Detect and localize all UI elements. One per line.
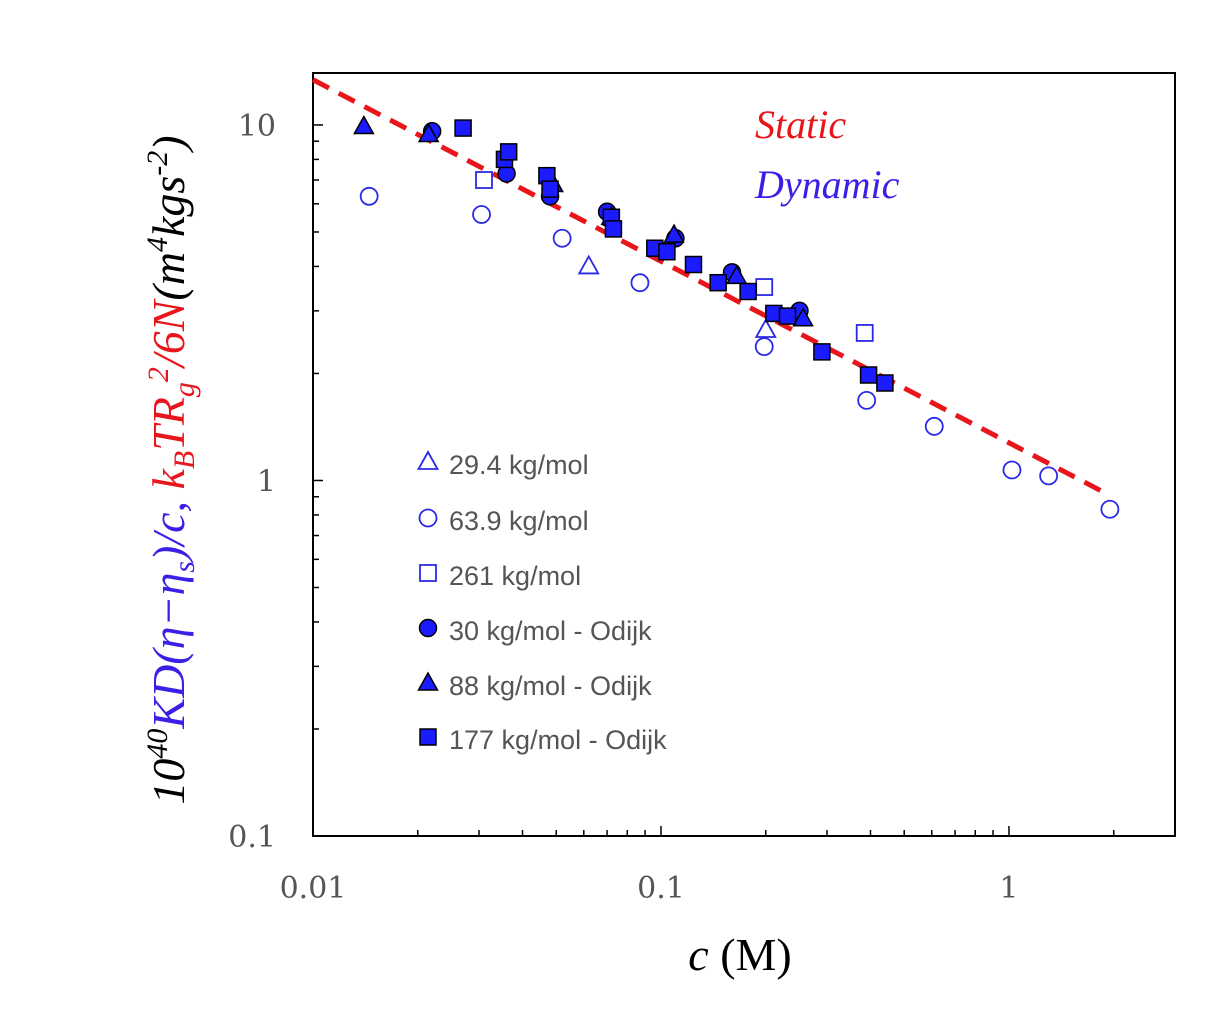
ylabel-units-sup1: 4	[141, 237, 174, 252]
data-point	[499, 143, 518, 161]
ylabel-units-mid: kgs	[143, 176, 194, 237]
y-axis-label: 1040KD(η−ηs)/c, kBTRg2/6N(m4kgs-2)	[141, 135, 201, 804]
y-tick-label: 0.1	[228, 820, 276, 855]
data-point	[754, 318, 777, 338]
y-tick-label: 10	[238, 109, 276, 144]
points-layer	[353, 114, 1120, 519]
x-tick-label: 0.1	[637, 871, 685, 906]
data-point	[739, 282, 757, 301]
static-annotation: Static	[755, 102, 846, 147]
y-tick-labels: 0.1 1 10	[228, 109, 276, 855]
ylabel-blue-sub: s	[168, 561, 201, 573]
x-tick-label: 0.01	[280, 871, 347, 906]
data-point	[725, 264, 748, 285]
x-minor-ticks	[312, 826, 1176, 836]
x-axis-label: c (M)	[688, 929, 791, 980]
legend: 29.4 kg/mol 63.9 kg/mol 261 kg/mol 30 kg/mo…	[416, 450, 667, 755]
ylabel-units-sup2: -2	[141, 151, 174, 176]
ylabel-units-end: )	[143, 135, 194, 153]
plot-frame	[312, 72, 1176, 837]
data-point	[684, 255, 703, 274]
data-point	[855, 324, 874, 342]
data-point	[630, 273, 650, 293]
ylabel-red-sub2: g	[168, 382, 201, 397]
data-point	[1002, 460, 1022, 480]
y-minor-ticks	[313, 124, 323, 837]
legend-marker-circle	[418, 618, 438, 638]
legend-label: 30 kg/mol - Odijk	[449, 616, 652, 646]
legend-label: 88 kg/mol - Odijk	[449, 671, 652, 701]
data-point	[359, 186, 379, 206]
data-point	[1039, 466, 1059, 486]
ylabel-prefix: 10	[143, 759, 194, 805]
legend-marker-circle	[418, 508, 438, 528]
data-point	[663, 223, 685, 243]
legend-marker-triangle	[417, 671, 439, 691]
legend-label: 63.9 kg/mol	[449, 506, 589, 536]
y-tick-label: 1	[257, 464, 276, 499]
data-point	[417, 122, 440, 143]
data-point	[577, 254, 600, 275]
ylabel-prefix-sup: 40	[141, 729, 174, 759]
data-point	[475, 171, 493, 189]
ylabel-red: k	[143, 468, 194, 490]
series-square-filled	[454, 119, 894, 392]
ylabel-red-sup: 2	[142, 367, 175, 382]
data-point	[813, 343, 831, 361]
ylabel-blue: KD(η−η	[143, 573, 194, 730]
ylabel-units: (m	[143, 252, 194, 301]
legend-marker-triangle	[416, 450, 440, 470]
series-square-open	[475, 171, 874, 342]
legend-marker-square	[419, 564, 437, 582]
legend-marker-square	[419, 728, 437, 746]
data-point	[924, 416, 944, 436]
data-point	[792, 307, 814, 327]
data-point	[472, 205, 491, 224]
data-point	[709, 273, 727, 292]
ylabel-blue-tail: )/c,	[143, 490, 194, 565]
x-tick-labels: 0.01 0.1 1	[280, 871, 1019, 906]
legend-label: 177 kg/mol - Odijk	[449, 725, 667, 755]
data-point	[778, 307, 797, 325]
ylabel-red-tail: /6N	[143, 298, 194, 370]
data-point	[755, 278, 774, 296]
x-axis-label-unit: (M)	[709, 929, 792, 980]
data-point	[454, 119, 472, 137]
dynamic-annotation: Dynamic	[754, 162, 900, 207]
series-triangle-open	[577, 254, 777, 338]
x-tick-label: 1	[999, 871, 1018, 906]
data-point	[876, 374, 894, 392]
data-point	[859, 366, 878, 384]
data-point	[857, 390, 877, 410]
series-circle-open	[359, 186, 1120, 519]
data-point	[754, 337, 774, 356]
data-point	[604, 220, 623, 238]
legend-label: 29.4 kg/mol	[449, 450, 589, 480]
data-point	[658, 242, 676, 261]
data-point	[541, 180, 559, 198]
data-point	[552, 228, 572, 248]
data-point	[353, 114, 375, 135]
ylabel-red-sub1: B	[168, 451, 201, 469]
ylabel-red-mid: TR	[143, 397, 194, 451]
legend-label: 261 kg/mol	[449, 561, 581, 591]
x-axis-label-var: c	[688, 929, 708, 980]
data-point	[1100, 499, 1120, 519]
